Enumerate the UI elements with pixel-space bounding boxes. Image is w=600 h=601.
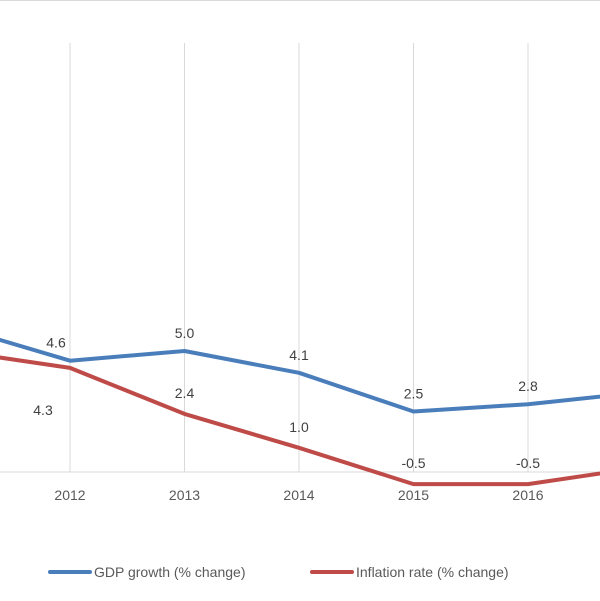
data-label-gdp-2012: 4.6 [46, 335, 66, 351]
legend-label-gdp-growth: GDP growth (% change) [94, 564, 245, 580]
data-label-gdp-2015: 2.5 [404, 386, 424, 402]
x-tick-2016: 2016 [512, 487, 543, 503]
series-lines [0, 337, 600, 487]
series-line-inflation-rate [0, 355, 600, 487]
data-labels: 4.6 4.3 5.0 2.4 4.1 1.0 2.5 -0.5 2.8 -0.5 [33, 325, 540, 471]
data-label-gdp-2013: 5.0 [175, 325, 195, 341]
data-label-inflation-2016: -0.5 [516, 455, 540, 471]
legend-label-inflation-rate: Inflation rate (% change) [356, 564, 509, 580]
legend: GDP growth (% change) Inflation rate (% c… [48, 564, 509, 580]
x-tick-2012: 2012 [54, 487, 85, 503]
series-line-gdp-growth [0, 337, 600, 414]
data-label-gdp-2014: 4.1 [289, 347, 309, 363]
x-tick-2014: 2014 [283, 487, 314, 503]
data-label-gdp-2016: 2.8 [518, 378, 538, 394]
x-axis-tick-labels: 2012 2013 2014 2015 2016 [54, 487, 543, 503]
x-tick-2013: 2013 [169, 487, 200, 503]
data-label-inflation-2013: 2.4 [175, 385, 195, 401]
gridlines [69, 43, 529, 472]
x-tick-2015: 2015 [398, 487, 429, 503]
data-label-inflation-2012: 4.3 [33, 402, 53, 418]
data-label-inflation-2015: -0.5 [401, 455, 425, 471]
data-label-inflation-2014: 1.0 [289, 419, 309, 435]
